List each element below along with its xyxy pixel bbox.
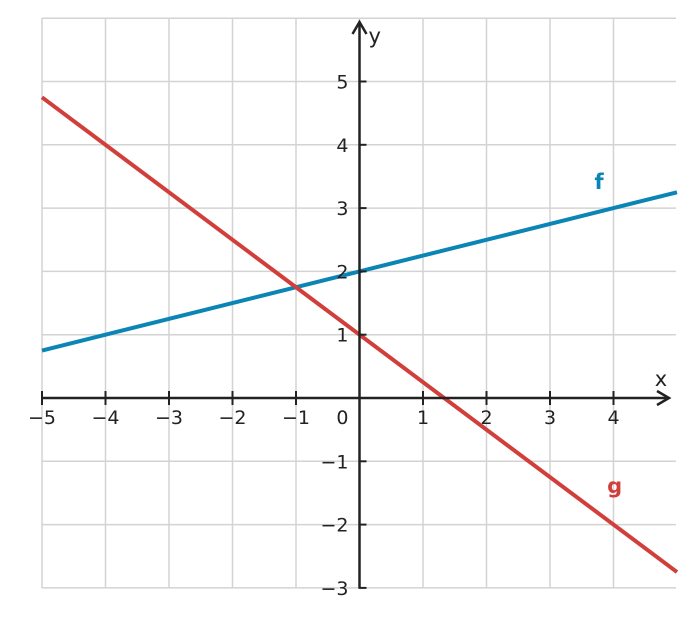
y-axis-title: y (369, 24, 381, 48)
y-axis-arrowhead (351, 19, 368, 35)
x-tick-label: −4 (91, 407, 119, 429)
series-label-g: g (607, 474, 622, 498)
origin-label: 0 (336, 407, 348, 429)
x-tick-label: 1 (417, 407, 429, 429)
x-axis-arrowhead (656, 389, 672, 407)
x-tick-label: −2 (218, 407, 246, 429)
y-tick-label: −3 (320, 578, 348, 600)
x-tick-label: 2 (480, 407, 492, 429)
y-tick-label: 1 (336, 325, 348, 347)
x-tick-label: −1 (282, 407, 310, 429)
x-tick-label: 4 (607, 407, 619, 429)
ticks: −5 −4 −3 −2 −1 1 2 3 4 −3 −2 −1 1 2 3 4 5 (28, 72, 620, 600)
y-tick-label: 3 (336, 198, 348, 220)
y-tick-label: −1 (320, 451, 348, 473)
y-tick-label: 5 (336, 72, 348, 94)
y-tick-label: 4 (336, 135, 348, 157)
x-axis-title: x (655, 367, 667, 391)
series-labels: fg (594, 170, 622, 498)
x-tick-label: −5 (28, 407, 56, 429)
x-tick-label: −3 (155, 407, 183, 429)
x-tick-label: 3 (544, 407, 556, 429)
series-label-f: f (594, 170, 604, 194)
y-tick-label: −2 (320, 515, 348, 537)
y-tick-label: 2 (336, 261, 348, 283)
